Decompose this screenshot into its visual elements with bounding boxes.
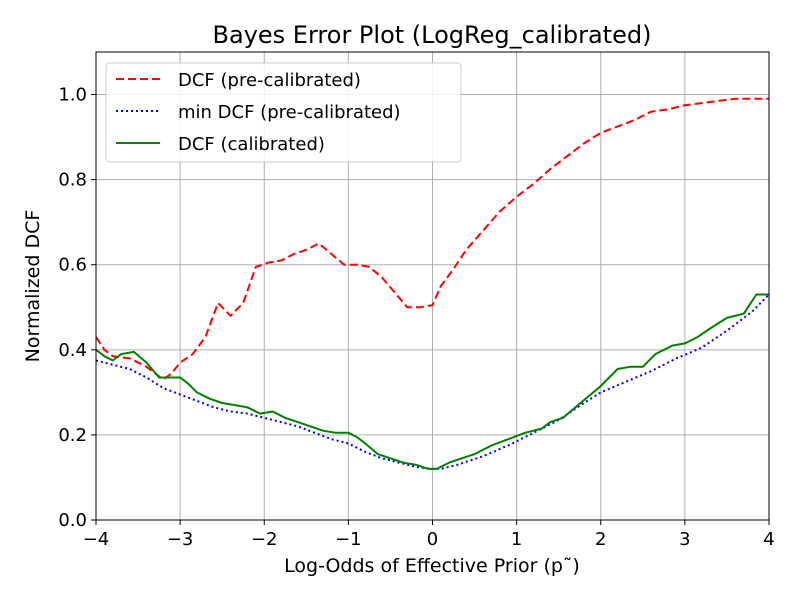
y-tick-label: 0.6: [58, 255, 87, 276]
legend: DCF (pre-calibrated) min DCF (pre-calibra…: [105, 62, 462, 163]
x-tick-label: 4: [763, 529, 774, 550]
y-tick-label: 0.8: [58, 170, 87, 191]
plot-lines: [95, 97, 770, 470]
y-tick-label: 0.0: [58, 510, 87, 531]
series-line-2: [95, 293, 769, 470]
y-axis-label: Normalized DCF: [22, 210, 44, 363]
x-tick-label: −1: [335, 529, 362, 550]
series-line-1: [95, 293, 770, 470]
x-tick-label: −2: [251, 529, 278, 550]
y-tick-label: 0.2: [58, 425, 87, 446]
axis-ticks: −4 −3 −2 −1 0 1 2 3 4 0.0 0.2 0.4 0.6 0.8 1.0: [58, 85, 774, 550]
legend-box: [105, 62, 462, 163]
x-tick-label: −3: [167, 529, 194, 550]
x-tick-label: −4: [83, 529, 110, 550]
chart-title: Bayes Error Plot (LogReg_calibrated): [213, 21, 652, 49]
x-tick-label: 1: [511, 529, 522, 550]
legend-label-1: min DCF (pre-calibrated): [178, 102, 401, 123]
legend-label-2: DCF (calibrated): [178, 134, 325, 155]
legend-label-0: DCF (pre-calibrated): [178, 70, 361, 91]
x-tick-label: 0: [427, 529, 438, 550]
y-tick-label: 0.4: [58, 340, 87, 361]
x-tick-label: 2: [595, 529, 606, 550]
x-axis-label: Log-Odds of Effective Prior (p˜): [284, 555, 580, 577]
series-line-0: [95, 97, 769, 381]
x-tick-label: 3: [679, 529, 690, 550]
y-tick-label: 1.0: [58, 85, 87, 106]
